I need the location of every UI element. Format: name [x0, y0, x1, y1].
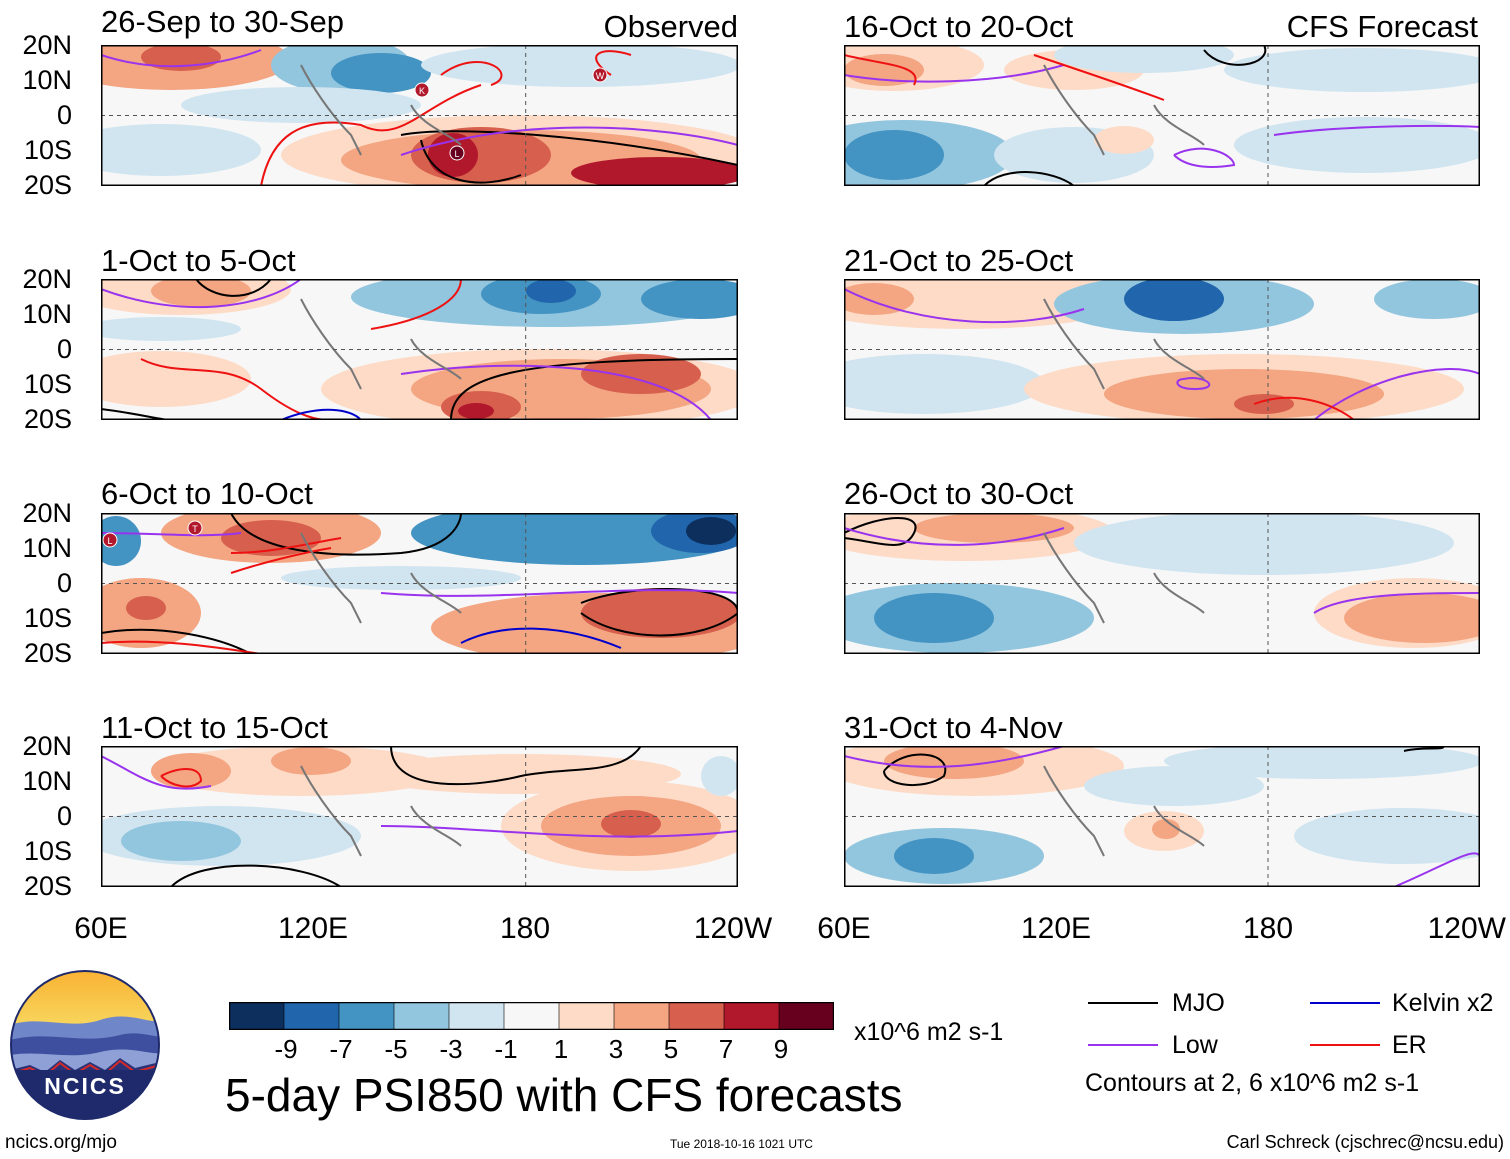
legend-label-mjo: MJO: [1172, 989, 1225, 1017]
footer-timestamp: Tue 2018-10-16 1021 UTC: [670, 1137, 813, 1151]
storm-marker-letter: K: [419, 86, 425, 96]
lon-label: 60E: [74, 912, 128, 945]
panel-title: 6-Oct to 10-Oct: [101, 476, 313, 511]
colorbar-label: -1: [494, 1034, 518, 1064]
colorbar-swatch: [723, 1002, 780, 1030]
colorbar-label: 5: [663, 1034, 679, 1064]
map-left-0: K W L: [101, 45, 738, 186]
panel-title: 31-Oct to 4-Nov: [844, 710, 1063, 745]
lon-label: 120W: [693, 912, 773, 945]
lat-label: 10S: [23, 603, 72, 633]
storm-marker-icon: [187, 520, 203, 536]
colorbar-swatch: [613, 1002, 670, 1030]
storm-marker-letter: W: [596, 71, 605, 81]
colorbar-swatch: [393, 1002, 450, 1030]
lat-label: 20N: [22, 264, 72, 294]
colorbar-swatch: [778, 1002, 834, 1030]
lat-label: 20S: [23, 170, 72, 200]
lat-label: 10N: [22, 65, 72, 95]
colorbar-swatches: [229, 1002, 834, 1030]
legend-swatch-kelvin: [1310, 1002, 1380, 1004]
map-left-3: [101, 746, 738, 887]
lon-label: 180: [499, 912, 551, 945]
colorbar-swatch: [668, 1002, 725, 1030]
lat-label: 10S: [23, 369, 72, 399]
panel-title: 16-Oct to 20-Oct: [844, 9, 1074, 44]
storm-marker-icon: [449, 145, 465, 161]
colorbar-units: x10^6 m2 s-1: [854, 1018, 1004, 1046]
lon-label: 120E: [277, 912, 349, 945]
colorbar-label: -5: [384, 1034, 408, 1064]
panel-title: 26-Oct to 30-Oct: [844, 476, 1074, 511]
lat-label: 20N: [22, 731, 72, 761]
legend-label-low: Low: [1172, 1031, 1218, 1059]
footer-credit: Carl Schreck (cjschrec@ncsu.edu): [1226, 1132, 1504, 1152]
map-right-2: [844, 513, 1480, 654]
storm-marker-icon: [592, 67, 608, 83]
panel-title: 26-Sep to 30-Sep: [101, 4, 345, 39]
lat-label: 20S: [23, 871, 72, 901]
map-right-1: [844, 279, 1480, 420]
panel-tag-observed: Observed: [603, 9, 738, 44]
lat-label: 0: [56, 100, 72, 130]
lat-label: 10S: [23, 836, 72, 866]
colorbar-label: -7: [329, 1034, 353, 1064]
lat-label: 20S: [23, 638, 72, 668]
colorbar-swatch: [283, 1002, 340, 1030]
colorbar-label: 9: [773, 1034, 789, 1064]
lat-label: 0: [56, 568, 72, 598]
ncics-logo: NCICS: [10, 970, 160, 1120]
colorbar-swatch: [229, 1002, 285, 1030]
map-right-0: [844, 45, 1480, 186]
legend-swatch-er: [1310, 1044, 1380, 1046]
colorbar-label: -3: [439, 1034, 463, 1064]
colorbar-swatch: [503, 1002, 560, 1030]
lat-label: 0: [56, 801, 72, 831]
colorbar-label: -9: [274, 1034, 298, 1064]
panel-title: 1-Oct to 5-Oct: [101, 243, 296, 278]
map-left-1: [101, 279, 738, 420]
main-title: 5-day PSI850 with CFS forecasts: [225, 1069, 903, 1121]
lon-label: 120E: [1020, 912, 1092, 945]
storm-marker-letter: L: [454, 149, 459, 159]
legend-swatch-low: [1088, 1044, 1158, 1046]
map-right-3: [844, 746, 1480, 887]
lon-label: 180: [1242, 912, 1294, 945]
legend-label-er: ER: [1392, 1031, 1427, 1059]
colorbar-label: 3: [608, 1034, 624, 1064]
lat-label: 20N: [22, 30, 72, 60]
lat-label: 0: [56, 334, 72, 364]
storm-marker-icon: [414, 82, 430, 98]
lat-label: 10N: [22, 533, 72, 563]
lon-label: 60E: [817, 912, 871, 945]
legend-label-kelvin: Kelvin x2: [1392, 989, 1494, 1017]
legend-note: Contours at 2, 6 x10^6 m2 s-1: [1085, 1069, 1420, 1097]
legend-swatch-mjo: [1088, 1002, 1158, 1004]
lat-label: 10S: [23, 135, 72, 165]
panel-tag-forecast: CFS Forecast: [1286, 9, 1478, 44]
storm-marker-letter: L: [107, 536, 112, 546]
panel-title: 11-Oct to 15-Oct: [101, 710, 328, 745]
storm-marker-letter: T: [192, 524, 198, 534]
storm-marker-icon: [102, 532, 118, 548]
colorbar-swatch: [558, 1002, 615, 1030]
colorbar-label: 1: [553, 1034, 569, 1064]
logo-text: NCICS: [44, 1073, 126, 1099]
map-left-2: L T: [101, 513, 738, 654]
colorbar: [229, 1002, 834, 1030]
lat-label: 10N: [22, 766, 72, 796]
lon-label: 120W: [1427, 912, 1506, 945]
lat-label: 10N: [22, 299, 72, 329]
colorbar-label: 7: [718, 1034, 734, 1064]
panel-title: 21-Oct to 25-Oct: [844, 243, 1074, 278]
footer-url: ncics.org/mjo: [5, 1132, 117, 1153]
colorbar-swatch: [448, 1002, 505, 1030]
colorbar-swatch: [338, 1002, 395, 1030]
lat-label: 20S: [23, 404, 72, 434]
lat-label: 20N: [22, 498, 72, 528]
